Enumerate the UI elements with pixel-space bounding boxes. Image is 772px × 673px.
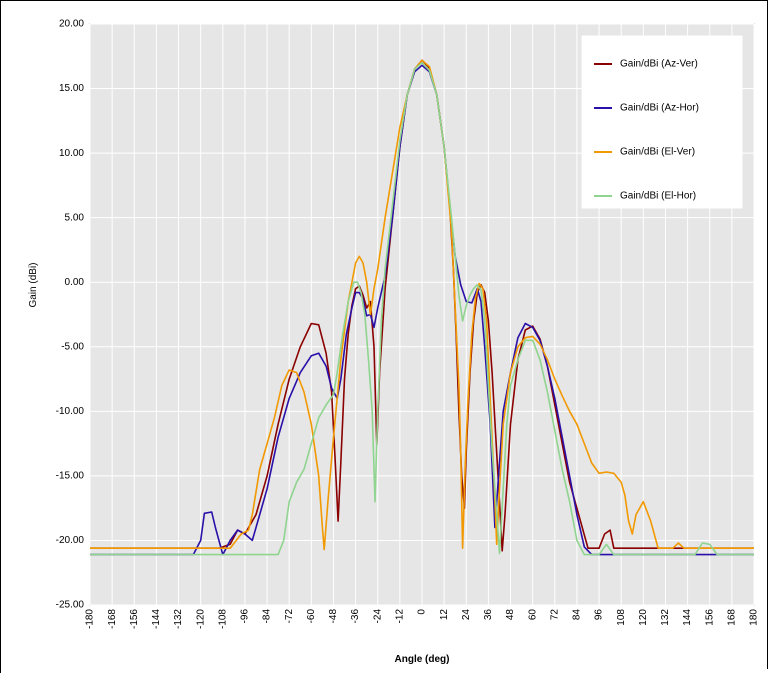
y-tick-label: -15.00 [56,471,85,482]
legend-label: Gain/dBi (Az-Hor) [620,103,699,114]
x-tick-label: 168 [727,609,738,626]
y-tick-label: 10.00 [59,148,84,159]
series-line-3 [90,61,754,556]
x-tick-label: 180 [749,609,760,626]
x-tick-label: 12 [439,609,450,621]
x-tick-label: 120 [638,609,649,626]
series-line-1 [90,64,754,556]
x-tick-label: 96 [594,609,605,621]
y-axis-ticks: 20.00 15.00 10.00 5.00 0.00 -5.00 -10.00 -15.00… [56,19,85,611]
x-tick-label: -60 [306,609,317,624]
x-tick-label: -156 [129,609,140,629]
x-tick-label: -120 [195,609,206,629]
y-tick-label: -5.00 [61,341,84,352]
legend-label: Gain/dBi (Az-Ver) [620,59,698,70]
x-tick-label: -180 [85,609,96,629]
x-tick-label: 24 [461,609,472,621]
x-tick-label: 108 [616,609,627,626]
x-tick-label: 156 [704,609,715,626]
y-tick-label: 0.00 [65,277,85,288]
x-tick-label: -24 [372,609,383,624]
x-tick-label: -72 [284,609,295,624]
x-tick-label: -84 [262,609,273,624]
x-tick-label: 36 [483,609,494,621]
legend-label: Gain/dBi (El-Hor) [620,191,696,202]
x-tick-label: 144 [682,609,693,626]
legend: Gain/dBi (Az-Ver) Gain/dBi (Az-Hor) Gain/d… [581,35,743,209]
x-tick-label: 132 [660,609,671,626]
x-tick-label: -96 [240,609,251,624]
frame-edge [0,669,1,673]
x-tick-label: -48 [328,609,339,624]
y-tick-label: 20.00 [59,19,84,30]
series-line-2 [90,59,754,551]
y-tick-label: -20.00 [56,535,85,546]
x-axis-ticks: -180 -168 -156 -144 -132 -120 -108 -96 -84 -72 -60… [85,609,760,629]
series-lines [90,59,754,556]
legend-items: Gain/dBi (Az-Ver) Gain/dBi (Az-Hor) Gain/d… [594,59,699,202]
y-tick-label: 5.00 [65,212,85,223]
x-tick-label: -144 [151,609,162,629]
x-tick-label: -12 [395,609,406,624]
x-tick-label: -36 [350,609,361,624]
legend-label: Gain/dBi (El-Ver) [620,147,695,158]
y-tick-label: -25.00 [56,600,85,611]
x-tick-label: -168 [107,609,118,629]
y-tick-label: -10.00 [56,406,85,417]
x-tick-label: 0 [417,609,428,615]
x-tick-label: 72 [549,609,560,621]
y-tick-label: 15.00 [59,83,84,94]
x-tick-label: 60 [527,609,538,621]
x-tick-label: -108 [217,609,228,629]
x-tick-label: -132 [173,609,184,629]
x-tick-label: 84 [572,609,583,621]
x-axis-title: Angle (deg) [395,654,450,665]
x-tick-label: 48 [505,609,516,621]
y-axis-title: Gain (dBi) [28,262,39,307]
